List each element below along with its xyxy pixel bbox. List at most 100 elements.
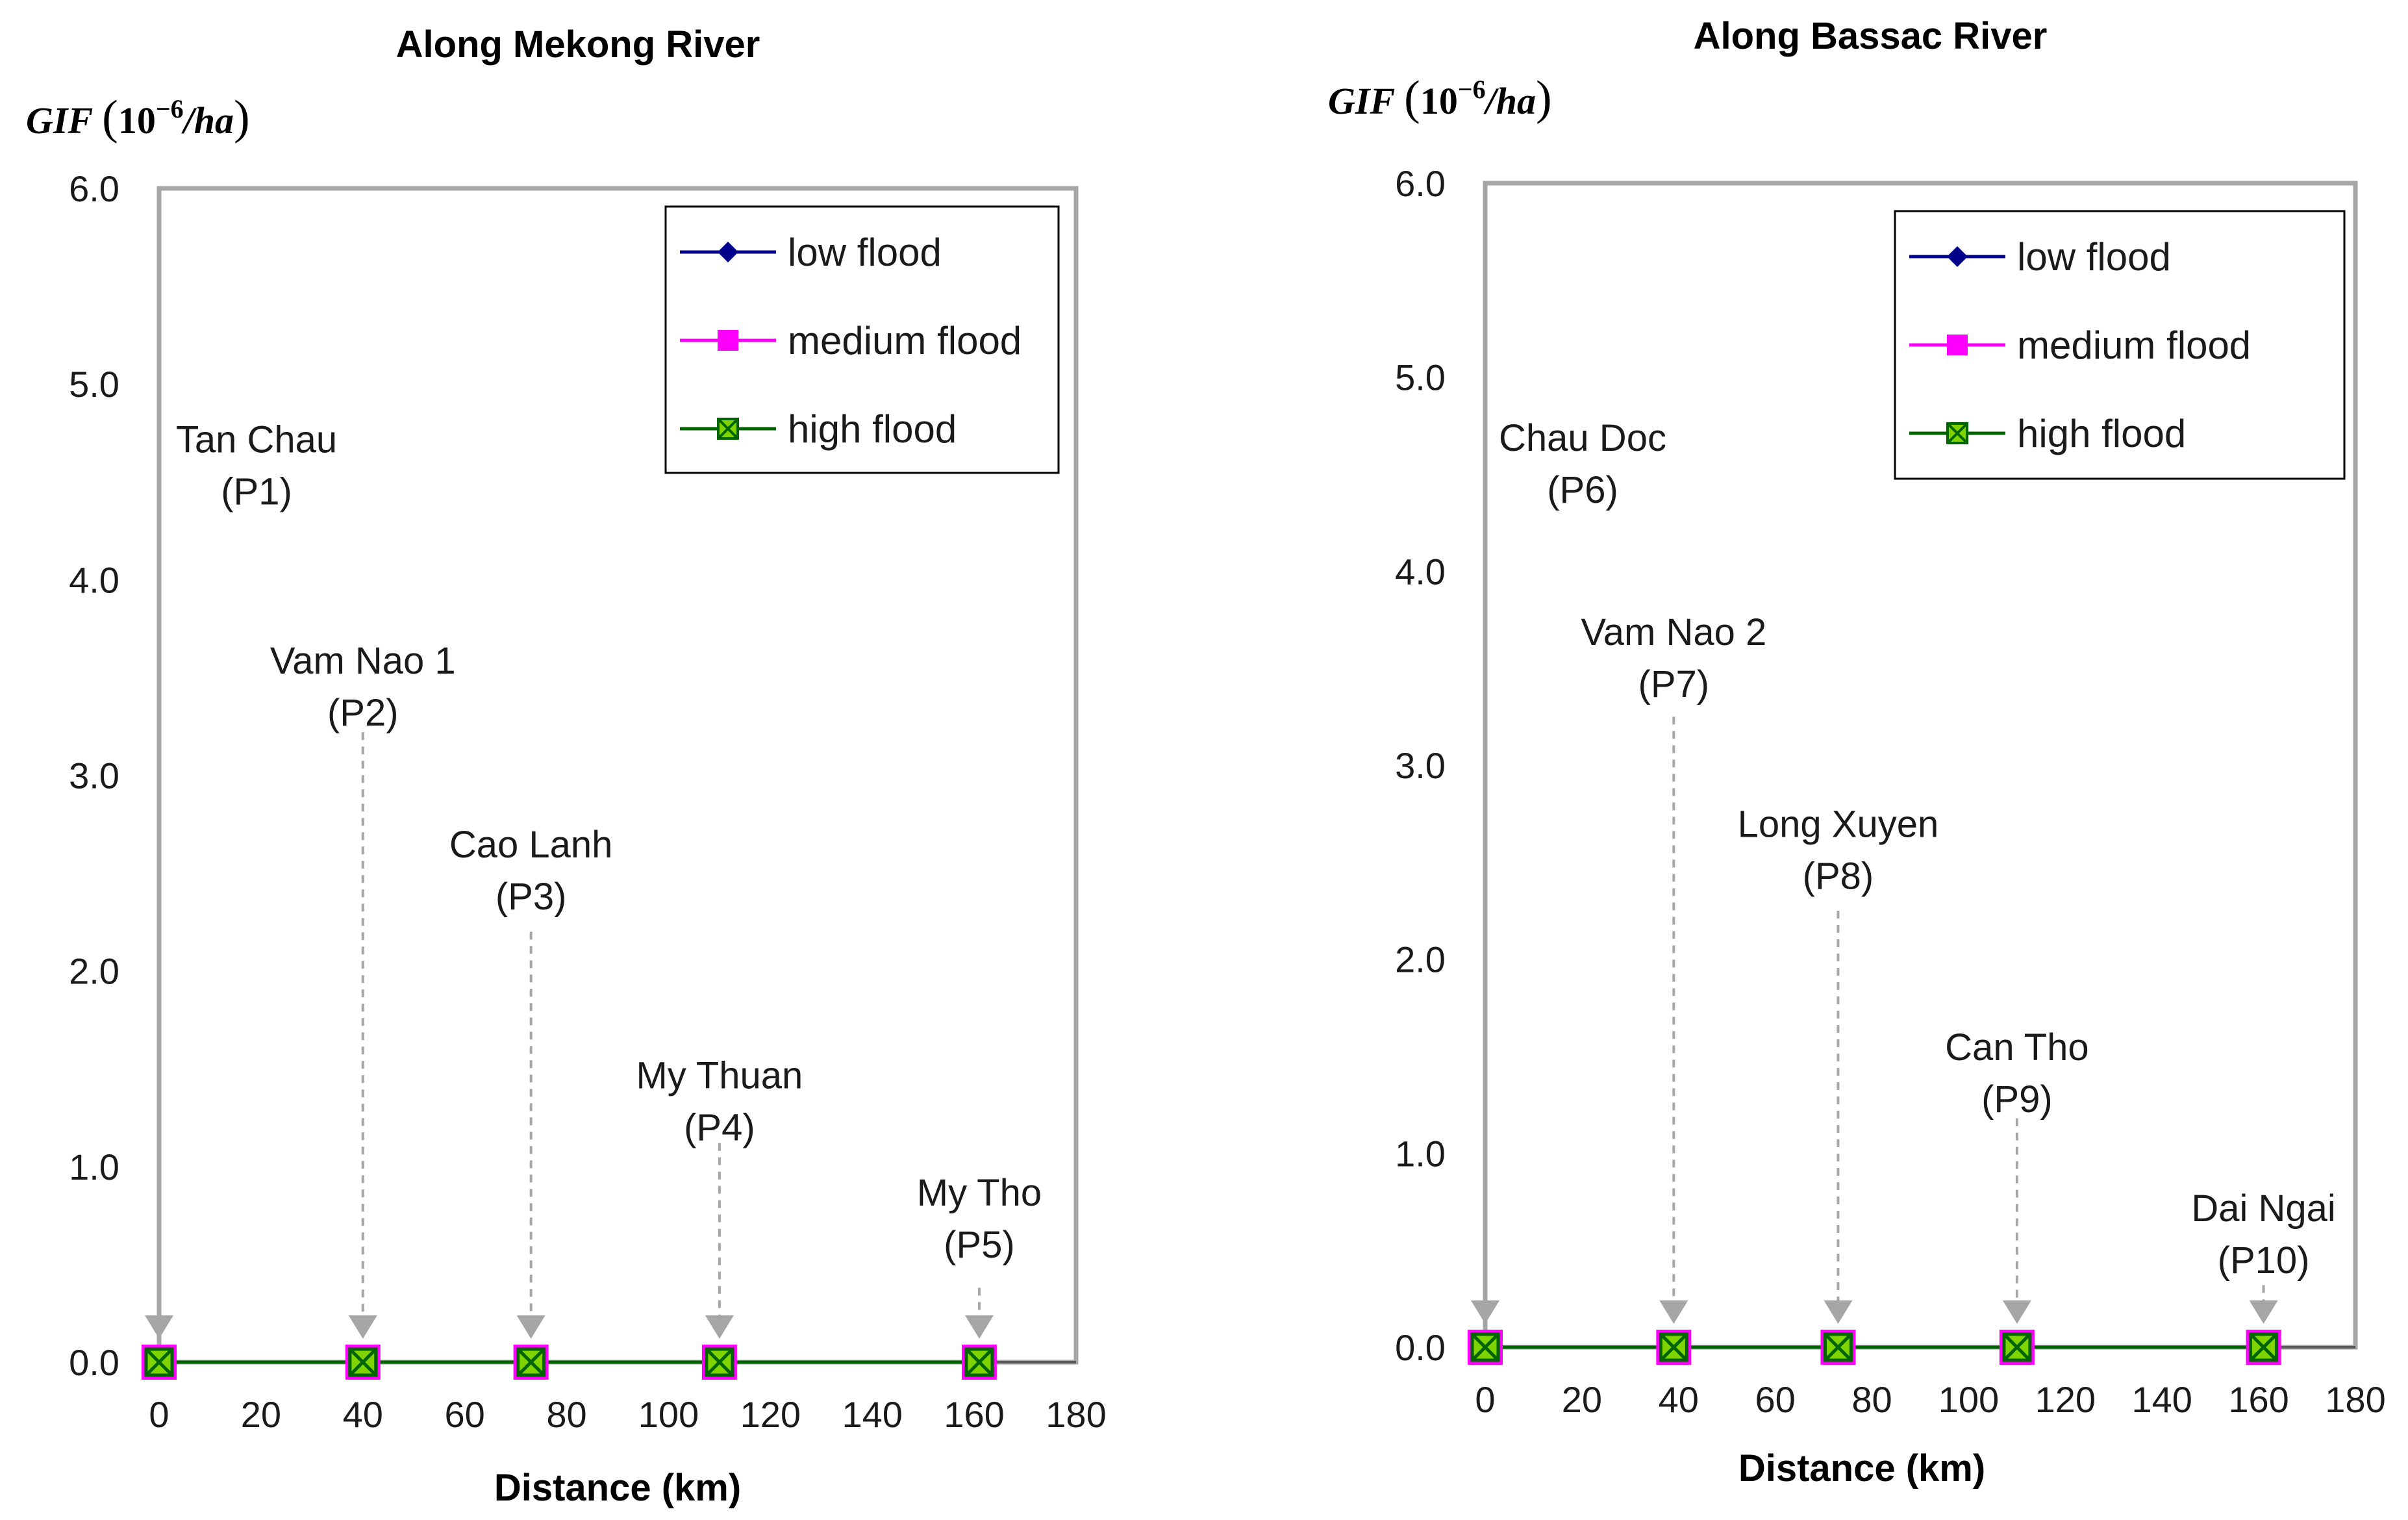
x-tick-label: 0 [1475,1379,1495,1420]
station-name-label: Chau Doc [1499,417,1666,459]
data-point-high-flood [348,1347,378,1377]
chart-title: Along Bassac River [1694,15,2048,57]
x-tick-label: 40 [1659,1379,1699,1420]
station-pointer-arrowhead [2249,1300,2278,1324]
station-name-label: Cao Lanh [449,824,613,866]
station-pointer-arrowhead [516,1315,546,1339]
station-name-label: Dai Ngai [2191,1187,2335,1230]
station-name-label: Long Xuyen [1738,804,1939,846]
station-code-label: (P1) [221,471,292,513]
x-tick-label: 180 [2325,1379,2385,1420]
y-tick-label: 0.0 [69,1342,119,1383]
legend-entry: high flood [680,407,957,451]
x-tick-label: 60 [1755,1379,1796,1420]
y-axis-label-unit-exp: −6 [156,94,184,123]
y-axis-label-paren-close: ) [234,91,250,144]
legend-marker-cross [717,418,739,440]
station-name-label: Vam Nao 1 [270,640,456,682]
legend-marker [1947,335,1968,355]
legend-label: low flood [788,231,942,274]
y-tick-label: 3.0 [69,755,119,796]
legend-label: medium flood [788,319,1022,362]
y-axis-label-paren-open: ( [1404,71,1420,125]
station-code-label: (P5) [944,1224,1015,1266]
data-point-high-flood [1659,1332,1688,1362]
legend-marker [1947,246,1968,267]
station-name-label: Tan Chau [176,419,337,461]
y-tick-label: 2.0 [69,951,119,992]
x-tick-label: 80 [546,1394,586,1435]
station-pointer-arrowhead [964,1315,994,1339]
y-tick-label: 6.0 [69,168,119,209]
y-axis-label: GIF (10−6/ha) [1328,71,1552,125]
x-axis-label: Distance (km) [494,1467,741,1509]
chart-panel-2: Along Bassac River GIF (10−6/ha) 0.0 1.0 2.0 3… [1328,15,2386,1489]
y-tick-label: 2.0 [1395,939,1446,980]
station-name-label: Can Tho [1945,1026,2088,1069]
marker-cross [1471,1333,1499,1362]
station-code-label: (P8) [1803,855,1874,898]
legend-label: high flood [788,407,957,451]
marker-cross [705,1348,734,1376]
y-tick-label: 1.0 [1395,1133,1446,1174]
legend: low flood medium flood high flood [664,205,1060,474]
y-tick-label: 0.0 [1395,1327,1446,1368]
x-tick-label: 80 [1851,1379,1892,1420]
x-tick-label: 120 [2035,1379,2096,1420]
legend: low flood medium flood high flood [1894,210,2346,480]
legend-entry: medium flood [1909,323,2251,367]
data-point-high-flood [964,1347,994,1377]
data-point-high-flood [144,1347,174,1377]
station-name-label: My Thuan [636,1054,803,1096]
legend-entry: low flood [1909,235,2171,279]
x-tick-label: 140 [842,1394,903,1435]
y-axis-label: GIF (10−6/ha) [26,91,250,144]
x-tick-label: 0 [149,1394,169,1435]
marker-cross [349,1348,377,1376]
legend-entry: low flood [680,231,942,274]
station-code-label: (P6) [1547,469,1618,511]
data-point-high-flood [516,1347,546,1377]
station-code-label: (P4) [684,1106,755,1148]
station-code-label: (P10) [2218,1239,2310,1282]
marker-cross [1824,1333,1853,1362]
y-tick-label: 4.0 [69,559,119,600]
x-tick-label: 100 [1938,1379,1999,1420]
y-axis-label-paren-close: ) [1536,71,1552,125]
legend-entry: high flood [1909,412,2186,455]
x-tick-label: 160 [944,1394,1004,1435]
y-tick-label: 5.0 [69,364,119,405]
y-axis-label-paren-open: ( [102,91,118,144]
legend-marker [718,242,738,262]
y-axis-label-unit-base: 10 [118,99,156,142]
station-pointer-arrowhead [1659,1300,1688,1324]
station-code-label: (P2) [327,692,399,734]
marker-cross [965,1348,994,1376]
y-axis-label-unit-exp: −6 [1458,75,1486,104]
data-point-high-flood [2249,1332,2279,1362]
y-axis-label-unit-rest: /ha [181,99,234,142]
legend-label: medium flood [2017,323,2251,367]
x-tick-label: 100 [638,1394,699,1435]
marker-cross [516,1348,546,1376]
station-pointer-arrowhead [705,1315,734,1339]
station-pointer-arrowhead [2002,1300,2031,1324]
y-axis-label-unit-rest: /ha [1483,80,1536,122]
x-tick-label: 160 [2228,1379,2289,1420]
y-axis-label-unit-base: 10 [1420,80,1458,122]
chart-panel-1: Along Mekong River GIF (10−6/ha) 0.0 1.0 2.0 3… [26,23,1107,1509]
x-tick-label: 20 [1562,1379,1602,1420]
y-tick-label: 6.0 [1395,163,1446,204]
x-tick-label: 140 [2132,1379,2192,1420]
y-tick-label: 3.0 [1395,745,1446,786]
station-code-label: (P7) [1638,663,1710,705]
legend-marker-cross [1946,422,1968,444]
station-name-label: My Tho [917,1172,1042,1214]
data-point-high-flood [1470,1332,1500,1362]
y-axis-label-main: GIF [26,99,93,142]
x-tick-label: 60 [445,1394,485,1435]
x-tick-label: 120 [740,1394,801,1435]
x-tick-label: 40 [343,1394,383,1435]
y-axis-label-main: GIF [1328,80,1395,122]
